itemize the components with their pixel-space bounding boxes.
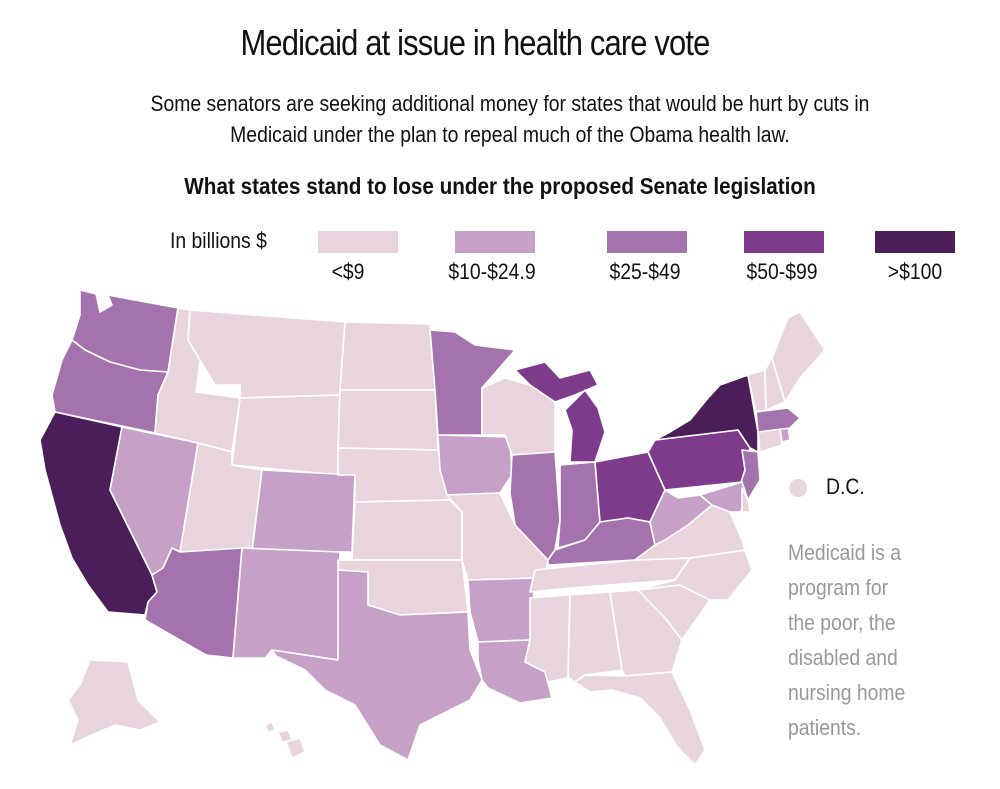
subtitle-line-1: Some senators are seeking additional mon… [150,91,870,116]
legend-label-3: $25-$49 [609,259,681,284]
dc-marker[interactable] [789,479,807,497]
state-ar[interactable] [467,577,536,643]
map-title: Medicaid at issue in health care vote [240,22,711,63]
state-ky[interactable] [547,517,656,566]
state-ma[interactable] [755,407,801,433]
state-mt[interactable] [187,309,346,399]
dc-label: D.C. [826,474,865,499]
subtitle-line-2: Medicaid under the plan to repeal much o… [230,122,790,147]
legend-swatch-5 [875,231,955,253]
legend-swatch-2 [455,231,535,253]
state-ne[interactable] [337,447,451,503]
map-subtitle: Some senators are seeking additional mon… [145,88,875,150]
legend-swatch-4 [744,231,824,253]
legend-swatch-3 [607,231,687,253]
legend-label-1: <$9 [331,259,365,284]
state-nm[interactable] [232,547,341,661]
state-hi[interactable] [264,721,306,759]
state-fl[interactable] [574,671,706,766]
state-wy[interactable] [231,394,341,476]
state-co[interactable] [251,469,356,553]
legend-label-4: $50-$99 [746,259,818,284]
legend-title: In billions $ [170,228,267,253]
medicaid-note: Medicaid is a program for the poor, the … [788,540,906,740]
legend-label-5: >$100 [887,259,943,284]
legend-label-2: $10-$24.9 [448,259,536,284]
state-ks[interactable] [351,499,463,561]
map-heading: What states stand to lose under the prop… [184,173,816,199]
state-ak[interactable] [67,659,161,746]
state-de[interactable] [741,487,751,513]
state-mi[interactable] [514,361,606,463]
state-ia[interactable] [437,434,513,496]
legend-swatch-1 [318,231,398,253]
state-md[interactable] [699,481,749,513]
state-nd[interactable] [339,321,436,391]
state-tx[interactable] [271,569,483,761]
state-me[interactable] [771,311,826,403]
state-sd[interactable] [337,389,439,451]
